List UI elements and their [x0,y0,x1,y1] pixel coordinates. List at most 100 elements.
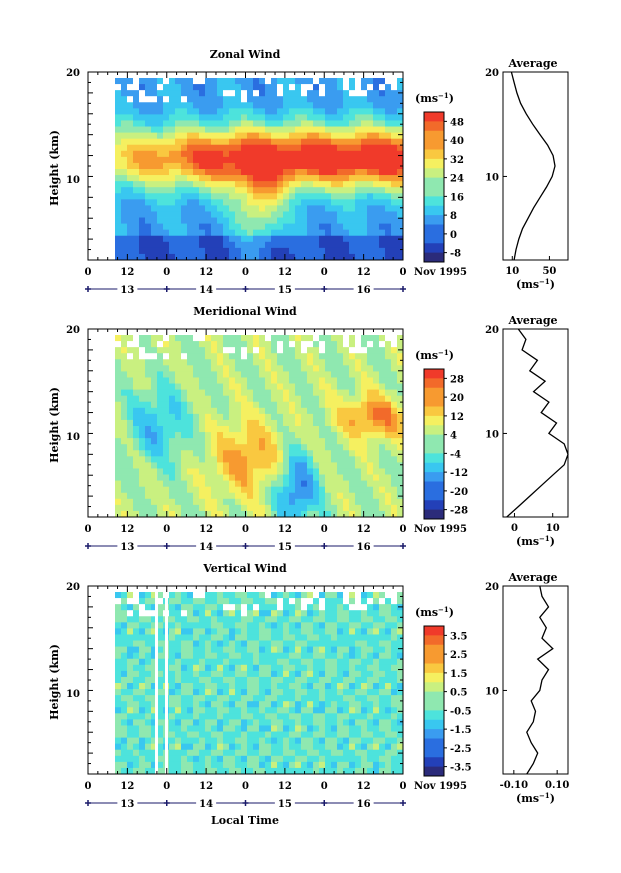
heatmap-cell [301,498,308,506]
heatmap-cell [115,217,122,224]
heatmap-cell [313,725,320,732]
heatmap-cell [319,389,326,397]
heatmap-cell [253,132,260,140]
heatmap-cell [307,634,314,641]
heatmap-cell [373,689,380,696]
heatmap-cell [295,622,302,629]
heatmap-cell [283,120,290,127]
heatmap-cell [265,138,272,146]
heatmap-cell [379,444,386,451]
heatmap-cell [361,193,368,200]
heatmap-cell [163,102,170,109]
heatmap-cell [247,383,254,390]
heatmap-cell [223,199,230,206]
heatmap-cell [355,480,362,488]
heatmap-cell [121,335,128,342]
heatmap-cell [187,725,194,732]
heatmap-cell [217,640,224,647]
heatmap-cell [241,486,248,494]
hour-tick-label: 12 [199,267,213,278]
heatmap-cell [259,701,266,708]
heatmap-cell [349,634,356,641]
heatmap-cell [277,253,284,261]
heatmap-cell [391,144,398,152]
heatmap-cell [181,138,188,146]
heatmap-cell [367,695,374,702]
heatmap-cell [271,767,278,775]
heatmap-cell [367,144,374,152]
heatmap-cell [391,193,398,200]
heatmap-cell [247,444,254,451]
heatmap-cell [193,132,200,140]
heatmap-cell [271,395,278,403]
heatmap-cell [283,359,290,366]
heatmap-cell [343,689,350,696]
heatmap-cell [175,592,182,599]
heatmap-cell [277,407,284,415]
heatmap-cell [289,755,296,763]
heatmap-cell [271,628,278,635]
heatmap-cell [139,450,146,457]
heatmap-cell [367,719,374,726]
heatmap-cell [133,604,140,611]
heatmap-cell [331,217,338,224]
heatmap-cell [349,253,356,261]
heatmap-cell [139,480,146,488]
heatmap-cell [301,689,308,696]
heatmap-cell [187,413,194,421]
heatmap-cell [151,664,158,672]
heatmap-cell [151,78,158,85]
heatmap-cell [313,670,320,678]
heatmap-cell [361,120,368,127]
heatmap-cell [391,253,398,261]
heatmap-cell [361,181,368,188]
heatmap-cell [217,341,224,348]
heatmap-cell [211,719,218,726]
heatmap-cell [193,181,200,188]
heatmap-cell [283,407,290,415]
heatmap-cell [361,150,368,158]
heatmap-cell [181,713,188,720]
heatmap-cell [217,383,224,390]
heatmap-cell [301,205,308,212]
heatmap-cell [121,114,128,121]
heatmap-cell [187,598,194,605]
heatmap-cell [157,78,164,85]
heatmap-cell [283,592,290,599]
heatmap-cell [289,456,296,463]
heatmap-cell [151,456,158,463]
heatmap-cell [115,616,122,623]
heatmap-cell [367,353,374,360]
zonal-ytick-10: 10 [66,175,80,186]
heatmap-cell [205,108,212,115]
heatmap-cell [145,610,152,617]
heatmap-cell [319,731,326,738]
heatmap-cell [367,205,374,212]
profile-xtick: -0.10 [500,780,529,791]
heatmap-cell [259,658,266,666]
heatmap-cell [187,211,194,218]
heatmap-cell [379,592,386,599]
heatmap-cell [253,713,260,720]
heatmap-cell [229,610,236,617]
heatmap-cell [385,120,392,127]
heatmap-cell [331,640,338,647]
heatmap-cell [343,713,350,720]
heatmap-cell [301,592,308,599]
heatmap-cell [235,253,242,261]
heatmap-cell [385,132,392,140]
heatmap-cell [307,592,314,599]
heatmap-cell [367,377,374,384]
heatmap-cell [205,353,212,360]
heatmap-cell [295,401,302,409]
heatmap-cell [391,695,398,702]
colorbar-segment [424,747,444,758]
heatmap-cell [331,426,338,433]
heatmap-cell [331,347,338,354]
heatmap-cell [241,701,248,708]
heatmap-cell [337,150,344,158]
profile-ytick: 10 [485,429,499,440]
heatmap-cell [193,359,200,366]
heatmap-cell [151,616,158,623]
heatmap-cell [193,407,200,415]
